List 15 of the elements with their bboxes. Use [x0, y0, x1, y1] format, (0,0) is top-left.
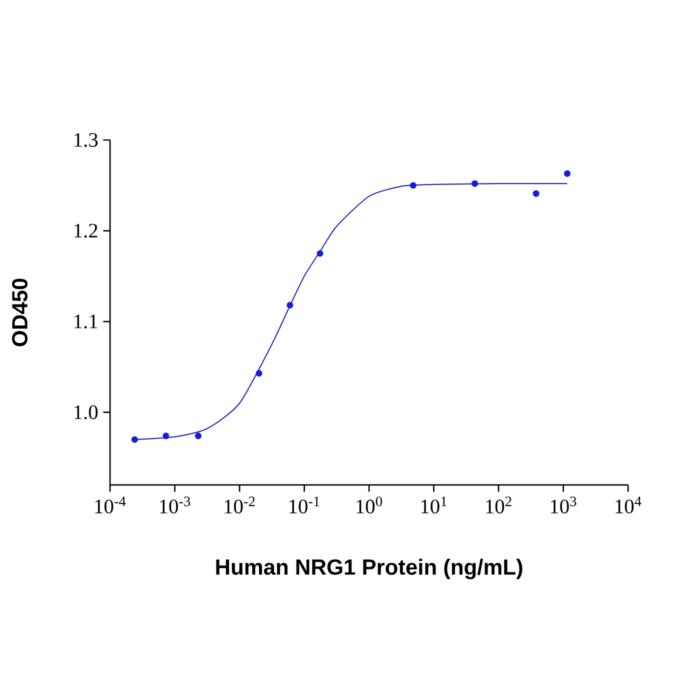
y-axis-title: OD450	[12, 278, 28, 346]
x-tick-label: 10$^{1}$	[421, 496, 446, 514]
y-tick-label: 1.0	[74, 405, 98, 420]
x-tick-label: 10$^{0}$	[356, 496, 382, 514]
x-tick-label: 10$^{2}$	[486, 496, 512, 514]
y-tick-label: 1.2	[74, 224, 98, 238]
x-tick-label: 10$^{-3}$	[160, 496, 190, 514]
y-tick-label: 1.3	[74, 133, 98, 147]
x-axis-title: Human NRG1 Protein (ng/mL)	[216, 558, 522, 580]
y-tick-label: 1.1	[74, 314, 98, 328]
x-tick-label: 10$^{-2}$	[224, 496, 255, 514]
x-tick-label: 10$^{3}$	[550, 496, 576, 514]
x-tick-label: 10$^{-4}$	[95, 496, 126, 514]
x-tick-label: 10$^{4}$	[616, 496, 642, 514]
x-tick-label: 10$^{-1}$	[290, 496, 320, 514]
